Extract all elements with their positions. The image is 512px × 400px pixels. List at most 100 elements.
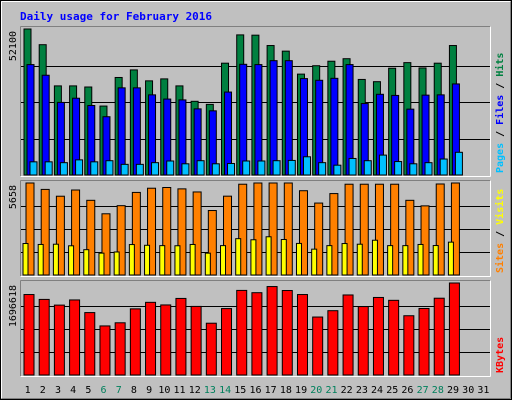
- bar-visits: [329, 193, 339, 276]
- y-max-label: 5658: [8, 185, 19, 209]
- bar-visits: [253, 182, 263, 276]
- y-max-label: 52100: [8, 31, 19, 61]
- bar-kbytes: [145, 301, 157, 376]
- bar-sites: [220, 245, 227, 276]
- bar-sites: [83, 249, 90, 276]
- bar-sites: [311, 248, 318, 276]
- bar-kbytes: [296, 294, 308, 376]
- bars: [22, 182, 460, 276]
- x-tick-label: 5: [85, 385, 91, 396]
- bar-sites: [113, 251, 120, 276]
- bar-sites: [265, 236, 272, 276]
- legend-entry: Files: [494, 95, 506, 125]
- bar-files: [254, 64, 263, 176]
- bar-pages: [181, 163, 190, 176]
- bar-files: [330, 77, 339, 176]
- bar-pages: [394, 161, 403, 176]
- bar-kbytes: [221, 308, 233, 376]
- bar-sites: [128, 244, 135, 276]
- bar-pages: [211, 163, 220, 176]
- x-tick-label: 20: [310, 385, 322, 396]
- series-legend: KBytes: [495, 337, 506, 373]
- bar-sites: [250, 239, 257, 276]
- x-tick-label: 17: [265, 385, 277, 396]
- bar-sites: [402, 245, 409, 276]
- x-tick-label: 21: [325, 385, 337, 396]
- panel-visits-sites: 5658 Sites / Visits: [8, 180, 506, 277]
- chart-title: Daily usage for February 2016: [20, 10, 212, 23]
- bar-kbytes: [251, 292, 263, 376]
- bar-visits: [435, 183, 445, 276]
- bar-pages: [242, 160, 251, 176]
- bar-sites: [204, 252, 211, 276]
- bars: [23, 28, 463, 176]
- panel-kbytes: 1696618 KBytes: [8, 280, 506, 377]
- series-legend: Sites / Visits: [494, 189, 506, 273]
- bar-pages: [363, 160, 372, 176]
- bar-visits: [25, 182, 35, 276]
- bar-kbytes: [357, 306, 369, 376]
- bar-sites: [22, 243, 29, 276]
- x-tick-label: 9: [146, 385, 152, 396]
- y-max-label: 1696618: [8, 285, 19, 327]
- bar-kbytes: [190, 305, 202, 376]
- x-tick-label: 4: [70, 385, 76, 396]
- bar-kbytes: [448, 282, 460, 376]
- bar-kbytes: [84, 312, 96, 376]
- x-tick-label: 2: [40, 385, 46, 396]
- bar-sites: [144, 244, 151, 276]
- bar-visits: [101, 213, 111, 276]
- bar-pages: [272, 160, 281, 176]
- bar-kbytes: [99, 325, 111, 376]
- x-tick-label: 6: [101, 385, 107, 396]
- bar-pages: [348, 157, 357, 176]
- bar-files: [117, 87, 126, 176]
- bar-visits: [238, 183, 248, 276]
- bars: [23, 282, 460, 376]
- bar-sites: [174, 245, 181, 276]
- bar-pages: [257, 160, 266, 176]
- bar-visits: [131, 191, 141, 276]
- x-tick-label: 14: [219, 385, 231, 396]
- x-tick-label: 18: [280, 385, 292, 396]
- bar-sites: [326, 245, 333, 276]
- bar-visits: [147, 187, 157, 276]
- bar-kbytes: [266, 286, 278, 376]
- x-tick-label: 27: [417, 385, 429, 396]
- bar-files: [284, 60, 293, 176]
- bar-pages: [287, 159, 296, 176]
- bar-pages: [105, 160, 114, 176]
- bar-files: [269, 60, 278, 176]
- x-tick-label: 22: [341, 385, 353, 396]
- bar-visits: [162, 187, 172, 276]
- bar-visits: [420, 205, 430, 276]
- bar-visits: [192, 191, 202, 276]
- bar-sites: [68, 245, 75, 276]
- bar-kbytes: [160, 304, 172, 376]
- legend-entry: /: [495, 125, 506, 143]
- bar-pages: [227, 163, 236, 176]
- bar-visits: [268, 182, 278, 276]
- bar-visits: [223, 195, 233, 276]
- bar-kbytes: [433, 297, 445, 376]
- x-tick-label: 26: [401, 385, 413, 396]
- bar-sites: [52, 243, 59, 276]
- bar-kbytes: [327, 310, 339, 376]
- bar-sites: [189, 243, 196, 276]
- bar-sites: [371, 239, 378, 276]
- bar-pages: [302, 156, 311, 176]
- bar-sites: [159, 245, 166, 276]
- x-tick-label: 8: [131, 385, 137, 396]
- bar-sites: [235, 238, 242, 276]
- bar-kbytes: [312, 316, 324, 376]
- bar-pages: [318, 162, 327, 176]
- bar-visits: [298, 190, 308, 276]
- bar-visits: [177, 188, 187, 276]
- bar-visits: [55, 195, 65, 276]
- x-tick-label: 12: [189, 385, 201, 396]
- legend-entry: /: [495, 225, 506, 243]
- legend-entry: Hits: [494, 53, 506, 77]
- bar-sites: [280, 239, 287, 276]
- x-tick-label: 19: [295, 385, 307, 396]
